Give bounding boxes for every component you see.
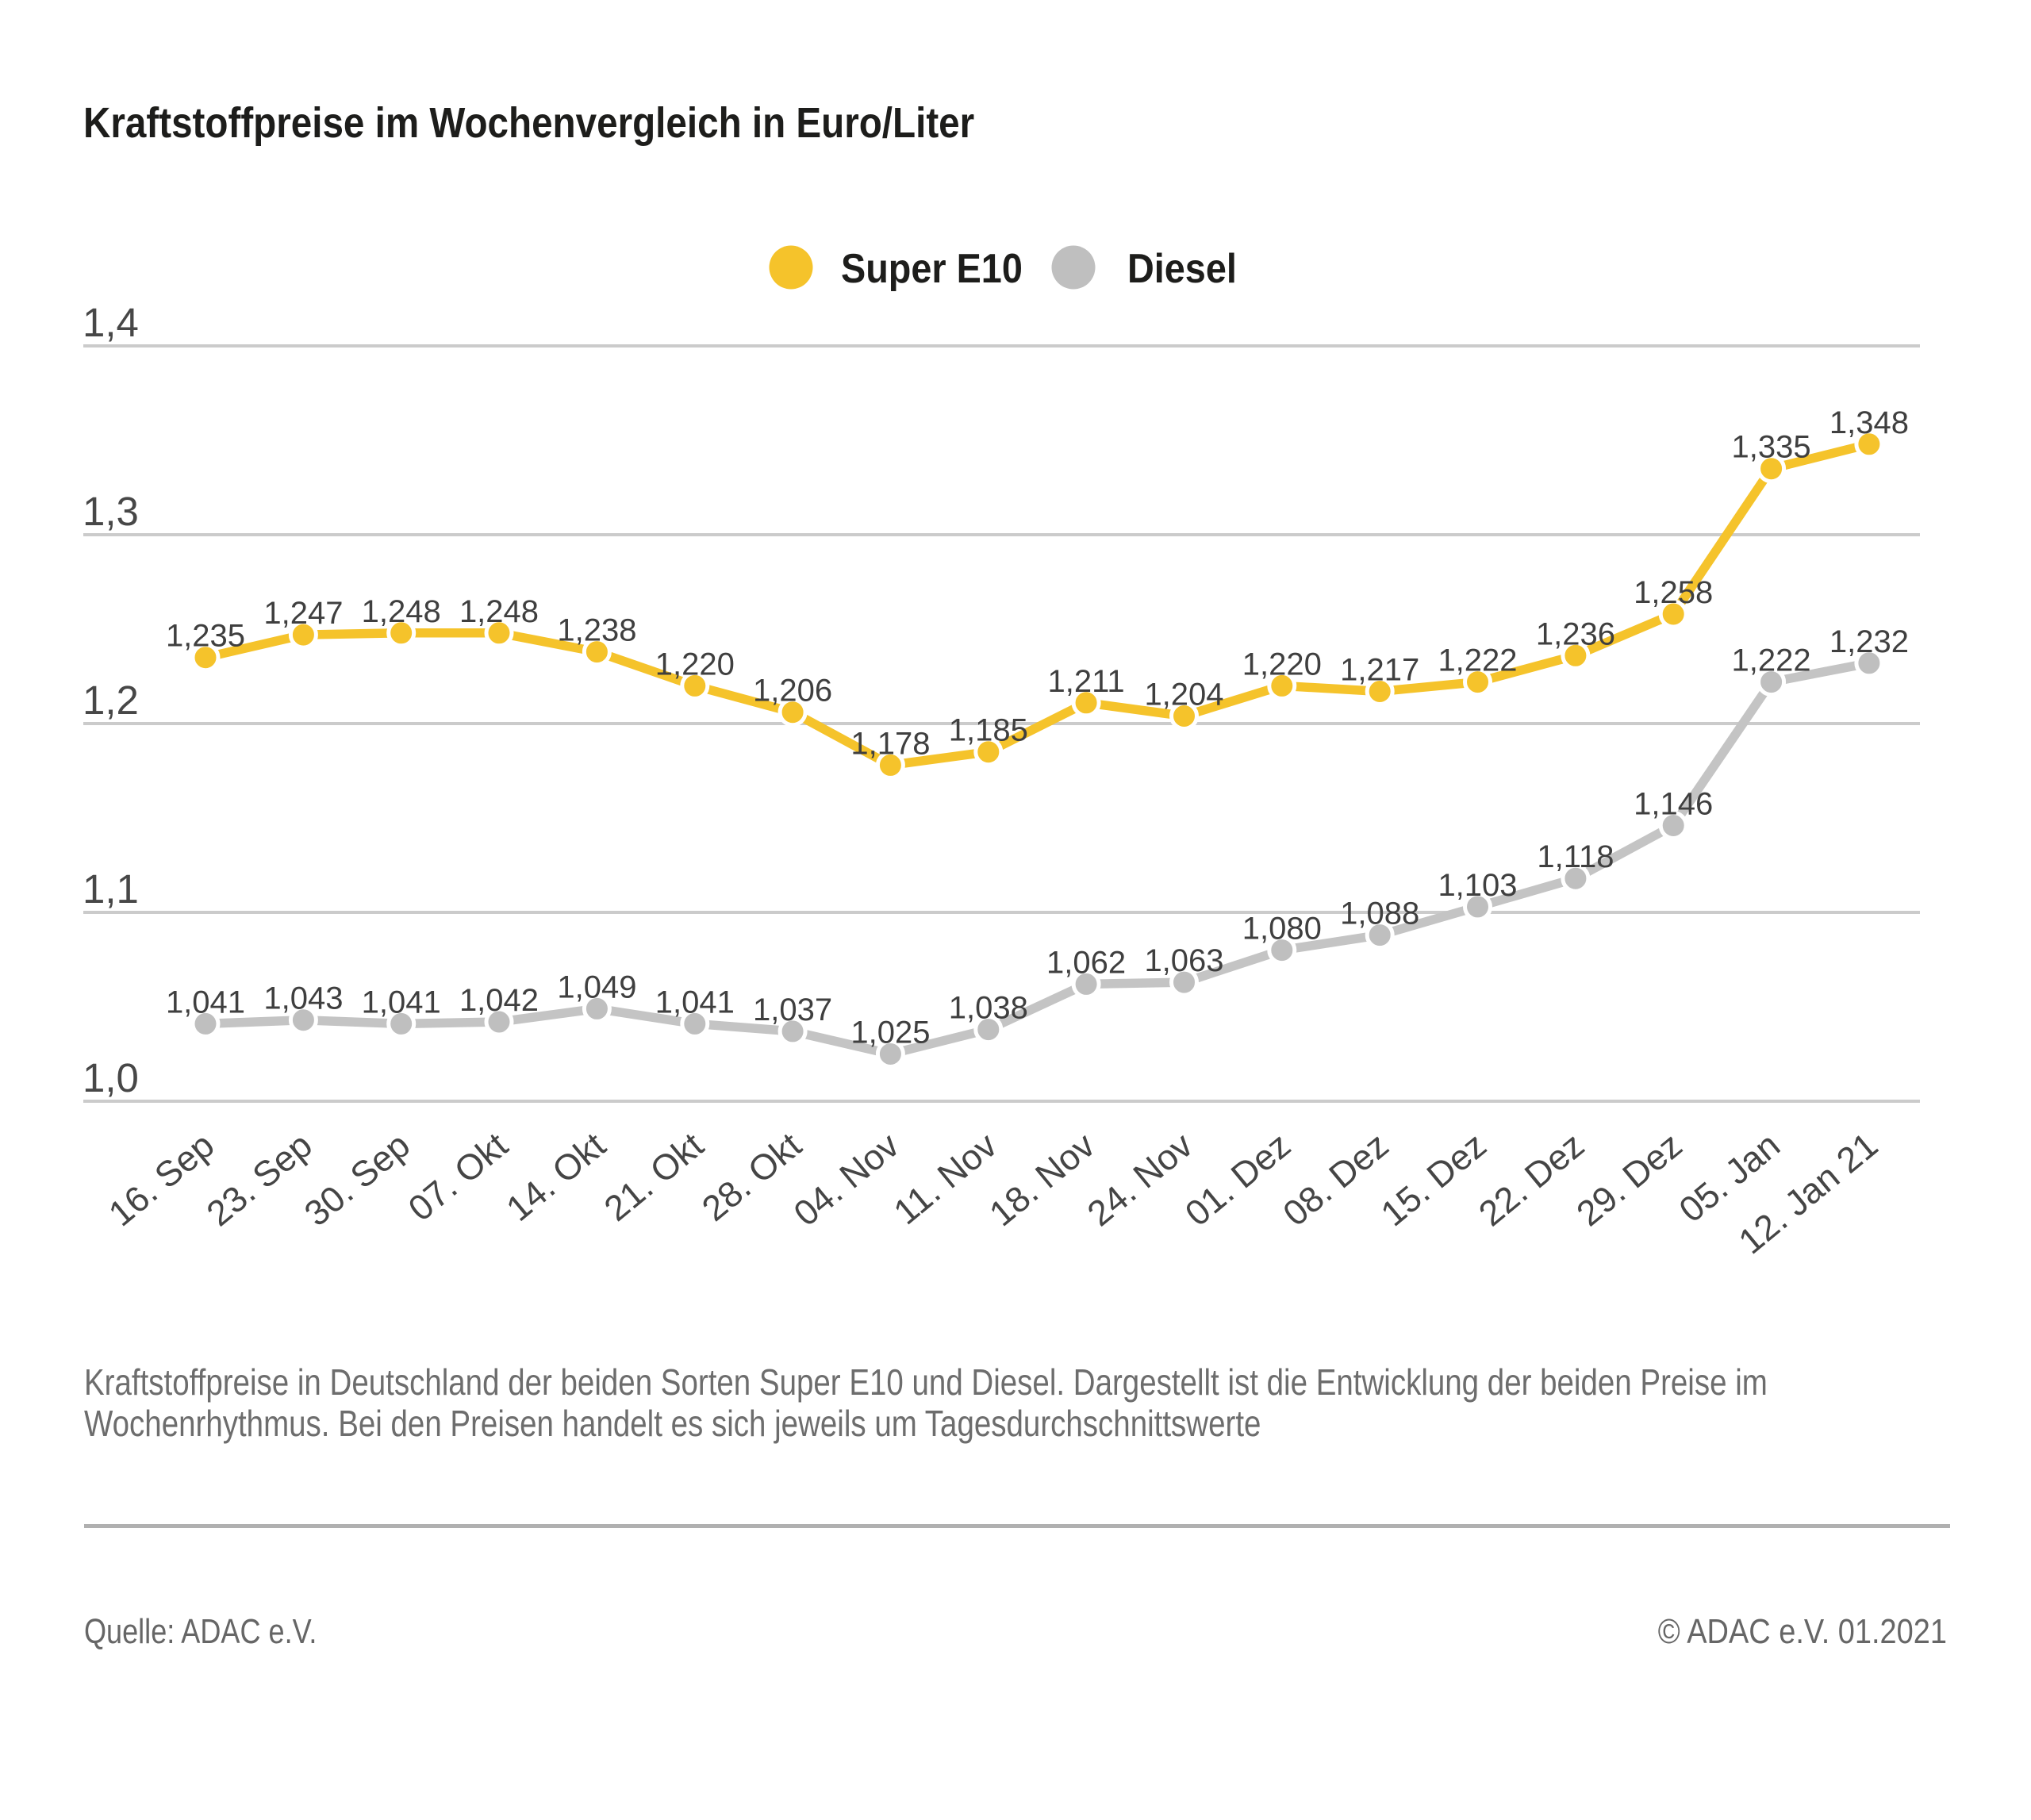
svg-text:1,232: 1,232 <box>1829 624 1909 659</box>
svg-text:1,118: 1,118 <box>1537 839 1614 874</box>
svg-text:1,348: 1,348 <box>1829 405 1909 440</box>
svg-text:Super E10: Super E10 <box>841 246 1023 292</box>
svg-text:1,041: 1,041 <box>166 985 245 1019</box>
svg-text:1,248: 1,248 <box>362 594 441 629</box>
svg-text:1,4: 1,4 <box>83 300 139 345</box>
svg-text:1,041: 1,041 <box>362 985 441 1019</box>
svg-text:1,222: 1,222 <box>1438 643 1517 678</box>
svg-text:1,235: 1,235 <box>166 619 245 654</box>
svg-text:Quelle: ADAC e.V.: Quelle: ADAC e.V. <box>84 1612 317 1651</box>
svg-text:1,042: 1,042 <box>459 983 539 1018</box>
svg-text:1,185: 1,185 <box>949 713 1028 748</box>
svg-text:© ADAC e.V. 01.2021: © ADAC e.V. 01.2021 <box>1658 1611 1947 1650</box>
svg-text:1,103: 1,103 <box>1438 868 1517 903</box>
svg-text:1,220: 1,220 <box>1242 647 1322 682</box>
svg-text:1,062: 1,062 <box>1046 945 1126 980</box>
svg-text:1,248: 1,248 <box>459 594 539 629</box>
svg-text:Kraftstoffpreise in Deutschlan: Kraftstoffpreise in Deutschland der beid… <box>84 1362 1768 1403</box>
svg-text:1,258: 1,258 <box>1634 575 1713 610</box>
svg-text:1,238: 1,238 <box>557 613 636 648</box>
svg-text:1,037: 1,037 <box>753 993 832 1027</box>
svg-text:1,0: 1,0 <box>83 1055 139 1100</box>
svg-text:1,220: 1,220 <box>655 647 735 682</box>
svg-text:1,049: 1,049 <box>557 970 636 1004</box>
svg-text:1,204: 1,204 <box>1144 678 1223 712</box>
svg-text:1,222: 1,222 <box>1732 643 1811 678</box>
svg-text:1,080: 1,080 <box>1242 912 1322 946</box>
svg-text:1,217: 1,217 <box>1340 653 1419 688</box>
svg-text:1,063: 1,063 <box>1144 943 1223 978</box>
svg-text:1,3: 1,3 <box>83 489 139 534</box>
svg-text:1,178: 1,178 <box>850 726 930 761</box>
svg-text:1,1: 1,1 <box>83 866 139 912</box>
svg-text:1,043: 1,043 <box>263 981 343 1016</box>
svg-text:1,236: 1,236 <box>1536 616 1615 651</box>
svg-text:1,211: 1,211 <box>1048 664 1125 699</box>
svg-text:Diesel: Diesel <box>1127 246 1237 292</box>
svg-text:1,146: 1,146 <box>1634 787 1713 822</box>
svg-text:1,335: 1,335 <box>1732 430 1811 465</box>
svg-text:1,2: 1,2 <box>83 678 139 723</box>
svg-text:Wochenrhythmus. Bei den Preise: Wochenrhythmus. Bei den Preisen handelt … <box>84 1403 1261 1444</box>
svg-text:Kraftstoffpreise im Wochenverg: Kraftstoffpreise im Wochenvergleich in E… <box>83 98 974 146</box>
svg-text:1,038: 1,038 <box>949 991 1028 1026</box>
svg-text:1,206: 1,206 <box>753 674 832 708</box>
svg-text:1,025: 1,025 <box>850 1016 930 1050</box>
svg-text:1,088: 1,088 <box>1340 897 1419 931</box>
svg-text:1,247: 1,247 <box>263 596 343 631</box>
svg-text:1,041: 1,041 <box>655 985 735 1019</box>
